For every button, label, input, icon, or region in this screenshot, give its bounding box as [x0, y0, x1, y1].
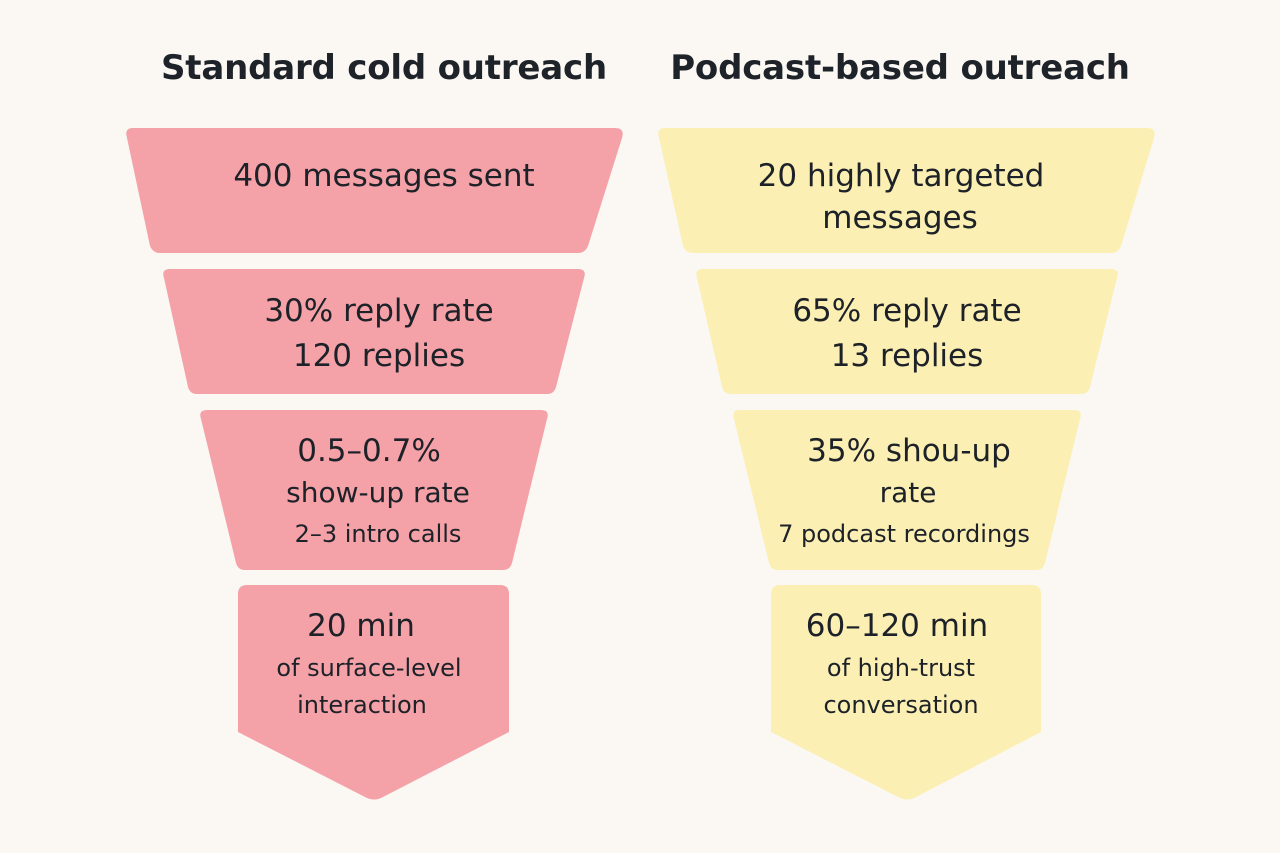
- podcast-stage-3-label: rate: [879, 476, 937, 509]
- podcast-stage-4-desc-1: of high-trust: [826, 654, 976, 682]
- standard-stage-4-shape: [238, 585, 509, 800]
- standard-stage-2-count: 120 replies: [292, 338, 466, 374]
- standard-stage-3-count: 2–3 intro calls: [294, 520, 462, 548]
- standard-stage-1-shape: [126, 128, 623, 253]
- podcast-stage-2-shape: [696, 269, 1118, 394]
- standard-stage-4-duration: 20 min: [307, 608, 415, 644]
- standard-stage-2-rate: 30% reply rate: [264, 293, 494, 329]
- podcast-stage-1-text-2: messages: [822, 200, 978, 236]
- standard-stage-3-label: show-up rate: [286, 476, 470, 509]
- podcast-stage-2-rate: 65% reply rate: [792, 293, 1022, 329]
- podcast-stage-2-count: 13 replies: [830, 338, 984, 374]
- standard-stage-3-rate: 0.5–0.7%: [297, 433, 441, 469]
- podcast-stage-3-count: 7 podcast recordings: [778, 520, 1030, 548]
- podcast-stage-3-rate: 35% shou-up: [807, 433, 1011, 469]
- podcast-stage-1-shape: [658, 128, 1155, 253]
- standard-stage-4-desc-1: of surface-level: [276, 654, 462, 682]
- podcast-stage-4-duration: 60–120 min: [805, 608, 989, 644]
- standard-stage-2-shape: [163, 269, 585, 394]
- podcast-stage-4-shape: [771, 585, 1041, 800]
- podcast-stage-4-desc-2: conversation: [823, 691, 979, 719]
- standard-stage-4-desc-2: interaction: [297, 691, 427, 719]
- standard-stage-1-text: 400 messages sent: [233, 158, 535, 194]
- podcast-stage-3-shape: [733, 410, 1081, 570]
- standard-stage-3-shape: [200, 410, 548, 570]
- standard-outreach-title: Standard cold outreach: [160, 48, 607, 88]
- podcast-outreach-title: Podcast-based outreach: [670, 48, 1130, 88]
- podcast-stage-1-text-1: 20 highly targeted: [757, 158, 1045, 194]
